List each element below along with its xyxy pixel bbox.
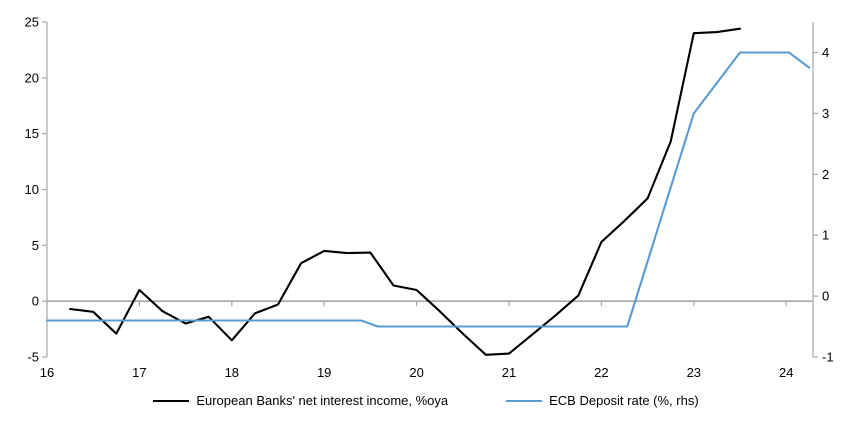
x-axis-label: 22 (594, 365, 608, 380)
x-axis-label: 24 (779, 365, 793, 380)
legend-label-net-interest-income: European Banks' net interest income, %oy… (196, 393, 449, 408)
black-line-swatch-icon (153, 399, 190, 402)
left-axis-label: 20 (25, 70, 39, 85)
left-axis-label: -5 (27, 350, 39, 365)
blue-line-swatch-icon (506, 399, 543, 402)
x-axis-label: 23 (687, 365, 701, 380)
left-axis-label: 15 (25, 126, 39, 141)
x-axis-label: 16 (40, 365, 54, 380)
series-line-ecb-deposit-rate (45, 51, 811, 328)
left-axis-label: 25 (25, 15, 39, 30)
series-line-net-interest-income (69, 27, 742, 356)
x-axis-label: 19 (317, 365, 331, 380)
right-axis-label: 1 (822, 228, 829, 243)
left-axis-label: 0 (32, 294, 39, 309)
right-axis-label: 4 (822, 45, 829, 60)
right-axis-label: -1 (822, 350, 834, 365)
legend-item-ecb-deposit-rate: ECB Deposit rate (%, rhs) (506, 394, 699, 407)
left-axis-label: 10 (25, 182, 39, 197)
right-axis-label: 3 (822, 106, 829, 121)
x-axis-label: 20 (409, 365, 423, 380)
x-axis-label: 17 (132, 365, 146, 380)
legend-label-ecb-deposit-rate: ECB Deposit rate (%, rhs) (549, 393, 699, 408)
legend-item-net-interest-income: European Banks' net interest income, %oy… (153, 394, 448, 407)
x-axis-label: 18 (225, 365, 239, 380)
x-axis-label: 21 (502, 365, 516, 380)
right-axis-label: 0 (822, 289, 829, 304)
left-axis-label: 5 (32, 238, 39, 253)
chart-legend: European Banks' net interest income, %oy… (0, 394, 852, 407)
right-axis-label: 2 (822, 167, 829, 182)
